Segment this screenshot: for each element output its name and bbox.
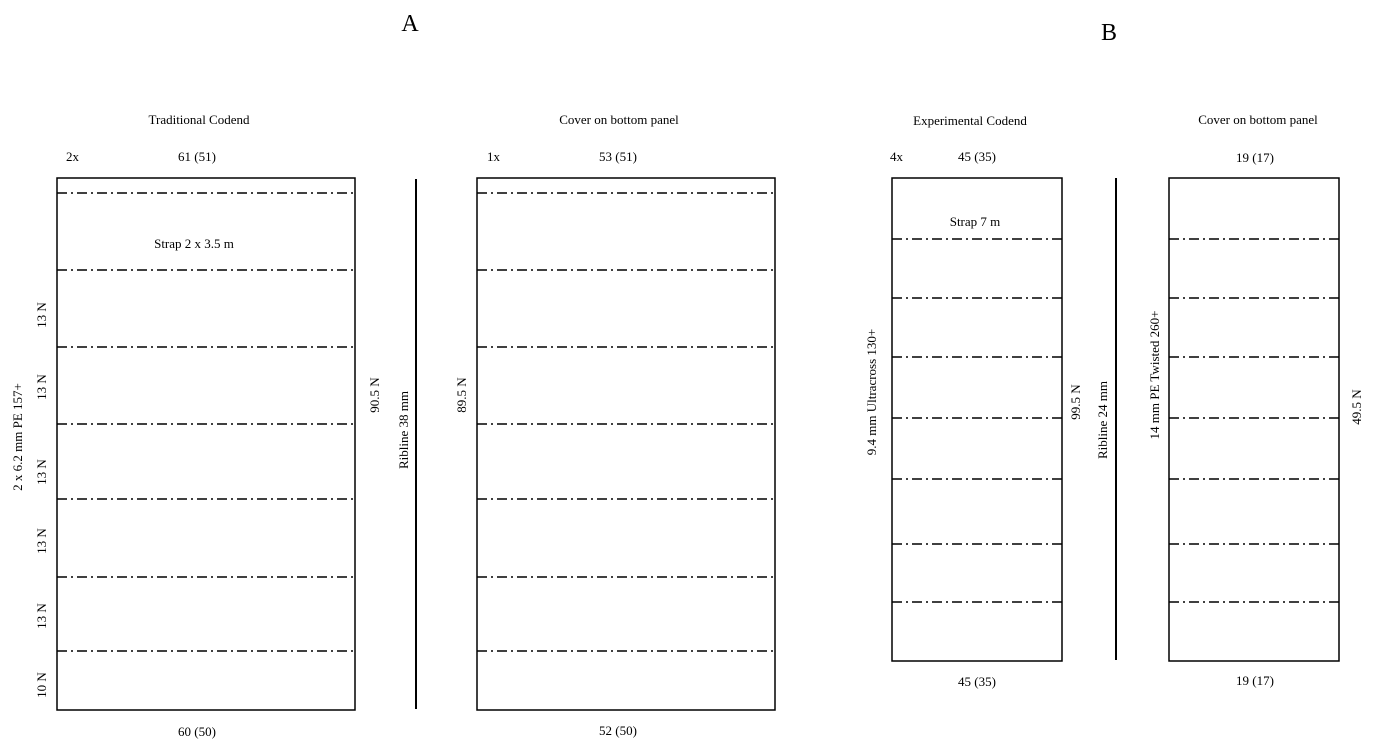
cover-b-title: Cover on bottom panel (1198, 112, 1318, 127)
section-mesh-label: 13 N (34, 459, 49, 485)
cover-a-length-label: 89.5 N (454, 377, 469, 413)
section-mesh-label: 13 N (34, 603, 49, 629)
cover-panel-a: Cover on bottom panel 1x 53 (51) 89.5 N … (454, 112, 776, 738)
traditional-codend-title: Traditional Codend (149, 112, 250, 127)
section-b-label: B (1101, 20, 1117, 46)
experimental-codend-top-meshes: 45 (35) (958, 149, 996, 164)
traditional-codend-multiplier: 2x (66, 149, 80, 164)
experimental-codend-sections (892, 238, 1062, 603)
experimental-codend-title: Experimental Codend (913, 113, 1027, 128)
experimental-length-label: 99.5 N (1068, 384, 1083, 420)
traditional-codend-top-meshes: 61 (51) (178, 149, 216, 164)
traditional-section-labels: 13 N 13 N 13 N 13 N 13 N 10 N (34, 302, 49, 698)
section-a-label: A (401, 11, 419, 37)
experimental-codend-panel (891, 177, 1063, 662)
cover-a-multiplier: 1x (487, 149, 501, 164)
traditional-netting-label: 2 x 6.2 mm PE 157+ (10, 383, 25, 491)
cover-a-title: Cover on bottom panel (559, 112, 679, 127)
section-mesh-label: 13 N (34, 374, 49, 400)
cover-b-bottom-meshes: 19 (17) (1236, 673, 1274, 688)
cover-b-sections (1169, 238, 1339, 603)
experimental-strap-label: Strap 7 m (950, 214, 1001, 229)
traditional-codend-panel (56, 177, 356, 711)
cover-panel-b: Cover on bottom panel 19 (17) 14 mm PE T… (1147, 112, 1364, 688)
traditional-length-label: 90.5 N (367, 377, 382, 413)
cover-a-panel (476, 177, 776, 711)
traditional-strap-label: Strap 2 x 3.5 m (154, 236, 234, 251)
experimental-netting-label: 9.4 mm Ultracross 130+ (864, 329, 879, 455)
ribline-a-label: Ribline 38 mm (396, 391, 411, 469)
cover-b-length-label: 49.5 N (1349, 389, 1364, 425)
cover-a-top-meshes: 53 (51) (599, 149, 637, 164)
ribline-b: Ribline 24 mm (1095, 178, 1117, 660)
cover-b-panel (1168, 177, 1340, 662)
traditional-bottom-meshes: 60 (50) (178, 724, 216, 739)
traditional-codend: Traditional Codend 2x 61 (51) Strap 2 x … (10, 112, 382, 739)
cover-b-netting-label: 14 mm PE Twisted 260+ (1147, 311, 1162, 440)
cover-b-top-meshes: 19 (17) (1236, 150, 1274, 165)
experimental-codend: Experimental Codend 4x 45 (35) Strap 7 m… (864, 113, 1083, 689)
section-mesh-label: 13 N (34, 528, 49, 554)
cover-a-bottom-meshes: 52 (50) (599, 723, 637, 738)
section-mesh-label: 10 N (34, 672, 49, 698)
section-mesh-label: 13 N (34, 302, 49, 328)
experimental-codend-multiplier: 4x (890, 149, 904, 164)
ribline-b-label: Ribline 24 mm (1095, 381, 1110, 459)
cover-a-sections (477, 192, 775, 652)
ribline-a: Ribline 38 mm (396, 179, 417, 709)
traditional-codend-sections (57, 192, 355, 652)
experimental-bottom-meshes: 45 (35) (958, 674, 996, 689)
